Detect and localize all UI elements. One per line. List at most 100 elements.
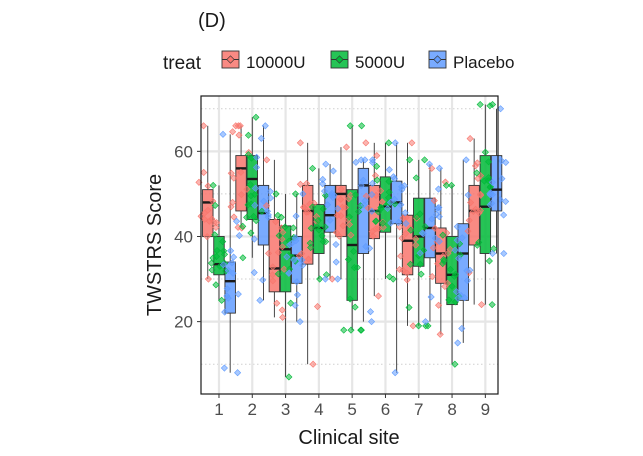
legend-item-5000u: 5000U bbox=[330, 50, 405, 72]
data-point bbox=[237, 168, 245, 176]
data-point bbox=[401, 209, 409, 217]
data-point bbox=[407, 226, 415, 234]
data-point bbox=[244, 131, 252, 139]
legend-item-10000u: 10000U bbox=[221, 50, 306, 72]
data-point bbox=[314, 216, 322, 224]
data-point bbox=[264, 211, 272, 219]
data-point bbox=[243, 185, 251, 193]
data-point bbox=[223, 285, 231, 293]
data-point bbox=[421, 156, 429, 164]
data-point bbox=[458, 234, 466, 242]
data-point bbox=[374, 208, 382, 216]
data-point bbox=[219, 130, 227, 138]
data-point bbox=[454, 294, 462, 302]
data-point bbox=[332, 240, 340, 249]
data-point bbox=[464, 191, 472, 199]
data-point bbox=[421, 318, 430, 326]
data-point bbox=[263, 156, 271, 164]
data-point bbox=[351, 303, 359, 311]
data-point bbox=[498, 175, 506, 183]
data-point bbox=[260, 197, 268, 205]
data-point bbox=[247, 229, 255, 237]
x-tick-label: 6 bbox=[381, 400, 390, 419]
data-point bbox=[287, 299, 295, 307]
data-point bbox=[204, 206, 212, 214]
data-point bbox=[453, 236, 461, 244]
data-point bbox=[280, 265, 288, 273]
data-point bbox=[435, 213, 443, 221]
data-point bbox=[261, 122, 269, 130]
data-point bbox=[292, 212, 300, 220]
data-point bbox=[369, 232, 377, 240]
data-point bbox=[319, 237, 327, 246]
data-point bbox=[322, 160, 330, 168]
data-point bbox=[417, 270, 425, 278]
data-point bbox=[293, 291, 302, 299]
data-point bbox=[285, 269, 293, 277]
data-point bbox=[379, 219, 387, 227]
data-point bbox=[263, 202, 271, 210]
data-point bbox=[387, 219, 395, 227]
data-point bbox=[266, 194, 275, 202]
data-point bbox=[500, 249, 508, 258]
data-point bbox=[227, 247, 235, 255]
legend-title: treat bbox=[163, 53, 202, 74]
data-point bbox=[299, 190, 307, 198]
data-point bbox=[223, 292, 231, 300]
data-point bbox=[221, 308, 229, 316]
data-point bbox=[398, 234, 406, 242]
data-point bbox=[450, 272, 458, 280]
data-point bbox=[475, 209, 483, 217]
data-point bbox=[385, 188, 393, 196]
data-point bbox=[309, 164, 317, 172]
data-point bbox=[480, 177, 488, 185]
data-point bbox=[344, 255, 353, 263]
data-point bbox=[455, 254, 463, 262]
data-point bbox=[490, 245, 498, 253]
legend-item-placebo: Placebo bbox=[428, 50, 514, 72]
data-point bbox=[346, 122, 354, 130]
data-point bbox=[218, 296, 226, 304]
box-placebo-site-1 bbox=[224, 134, 236, 373]
data-point bbox=[219, 238, 227, 246]
data-point bbox=[357, 326, 365, 334]
data-point bbox=[328, 189, 336, 197]
box-10000u-site-7 bbox=[401, 142, 414, 326]
data-point bbox=[434, 260, 442, 268]
data-point bbox=[373, 152, 381, 160]
data-point bbox=[448, 282, 456, 290]
data-point bbox=[316, 275, 324, 283]
data-point bbox=[488, 199, 496, 207]
data-point bbox=[373, 176, 381, 184]
data-point bbox=[435, 237, 443, 245]
data-point bbox=[220, 250, 229, 258]
data-point bbox=[435, 164, 443, 172]
panel-label: (D) bbox=[198, 10, 226, 32]
data-point bbox=[319, 205, 327, 213]
data-point bbox=[347, 231, 355, 239]
data-point bbox=[412, 241, 420, 249]
data-point bbox=[386, 198, 395, 206]
data-point bbox=[299, 203, 308, 211]
data-point bbox=[474, 174, 482, 182]
data-point bbox=[368, 228, 376, 236]
data-point bbox=[247, 154, 256, 162]
data-point bbox=[408, 139, 416, 147]
data-point bbox=[362, 139, 370, 147]
data-point bbox=[378, 198, 386, 206]
data-point bbox=[372, 225, 380, 233]
data-point bbox=[476, 100, 484, 109]
data-point bbox=[368, 191, 376, 199]
data-point bbox=[227, 203, 235, 211]
data-point bbox=[465, 216, 473, 224]
data-point bbox=[265, 249, 273, 257]
data-point bbox=[447, 181, 456, 189]
box-iqr bbox=[301, 184, 314, 265]
data-point bbox=[403, 276, 411, 284]
data-point bbox=[278, 306, 286, 314]
data-point bbox=[320, 187, 329, 195]
data-point bbox=[362, 243, 370, 251]
data-point bbox=[290, 256, 298, 264]
data-point bbox=[250, 235, 258, 243]
